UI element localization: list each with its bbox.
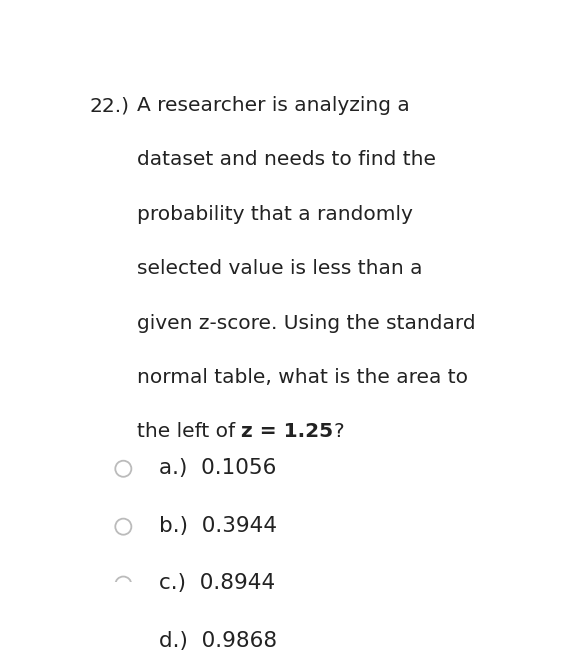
Text: a.)  0.1056: a.) 0.1056 xyxy=(159,458,276,477)
Text: 22.): 22.) xyxy=(90,96,130,115)
Text: ?: ? xyxy=(334,422,344,441)
Text: probability that a randomly: probability that a randomly xyxy=(137,205,412,224)
Text: the left of: the left of xyxy=(137,422,241,441)
Text: given z-score. Using the standard: given z-score. Using the standard xyxy=(137,314,475,333)
Text: selected value is less than a: selected value is less than a xyxy=(137,259,422,278)
Text: c.)  0.8944: c.) 0.8944 xyxy=(159,574,275,593)
Text: b.)  0.3944: b.) 0.3944 xyxy=(159,515,277,536)
Text: A researcher is analyzing a: A researcher is analyzing a xyxy=(137,96,410,115)
Text: d.)  0.9868: d.) 0.9868 xyxy=(159,631,277,651)
Text: z = 1.25: z = 1.25 xyxy=(241,422,334,441)
Text: normal table, what is the area to: normal table, what is the area to xyxy=(137,368,468,387)
Text: dataset and needs to find the: dataset and needs to find the xyxy=(137,150,435,169)
